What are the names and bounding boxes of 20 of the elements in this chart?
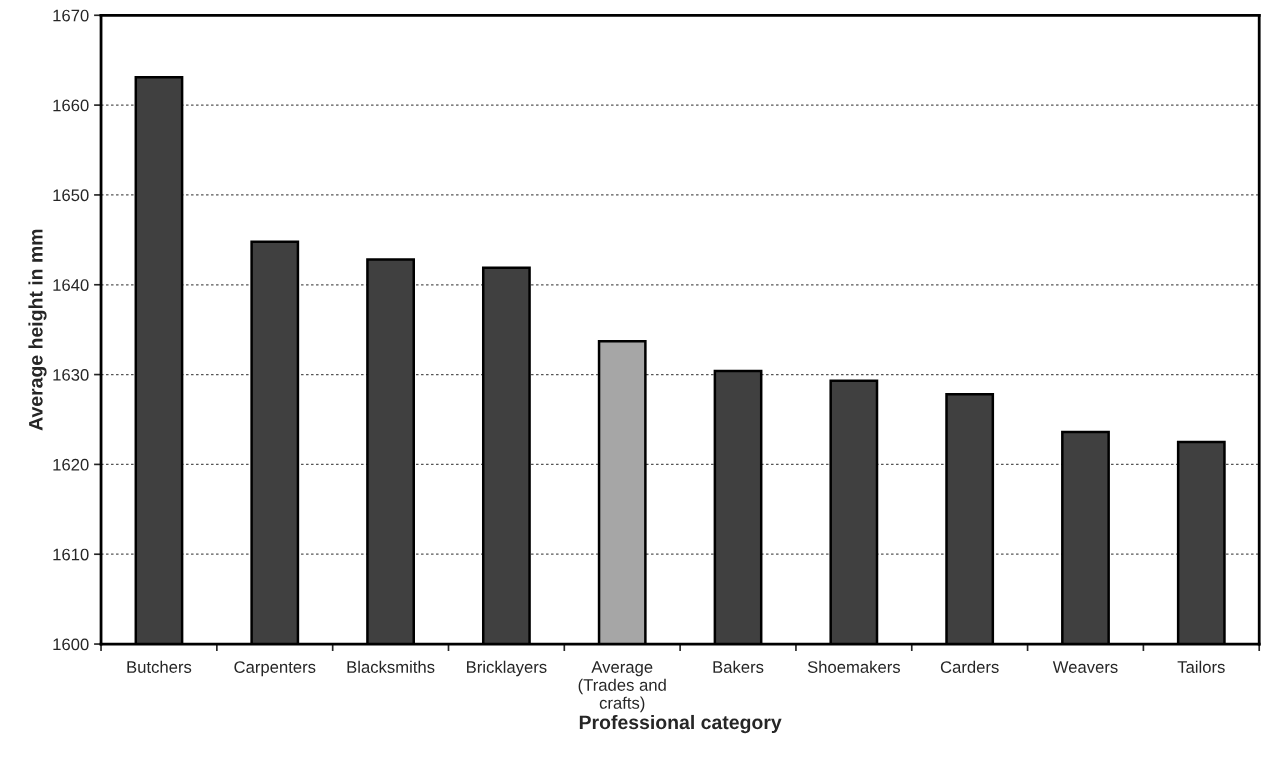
x-tick-label: Carders — [940, 660, 999, 673]
y-tick-label: 1650 — [53, 189, 89, 202]
y-tick-label: 1670 — [53, 9, 89, 22]
x-tick-label: Carpenters — [234, 661, 316, 677]
y-tick-label: 1640 — [53, 279, 89, 291]
x-tick-label: Average (Trades and crafts) — [578, 661, 666, 713]
y-tick-label: 1610 — [53, 548, 89, 561]
y-tick-label: 1630 — [53, 368, 89, 381]
x-tick-label: Tailors — [1177, 660, 1225, 673]
y-tick-label: 1600 — [53, 638, 89, 651]
x-tick-label: Shoemakers — [807, 660, 901, 673]
y-axis-title: Average height in mm — [28, 229, 47, 431]
y-tick-label: 1620 — [53, 458, 89, 471]
y-tick-label: 1660 — [53, 99, 89, 112]
x-axis-title: Professional category — [579, 714, 782, 734]
x-tick-label: Bakers — [713, 660, 764, 673]
x-tick-label: Blacksmiths — [347, 660, 435, 673]
x-tick-label: Bricklayers — [467, 660, 547, 677]
x-tick-label: Weavers — [1052, 661, 1118, 673]
x-tick-label: Butchers — [127, 660, 192, 673]
